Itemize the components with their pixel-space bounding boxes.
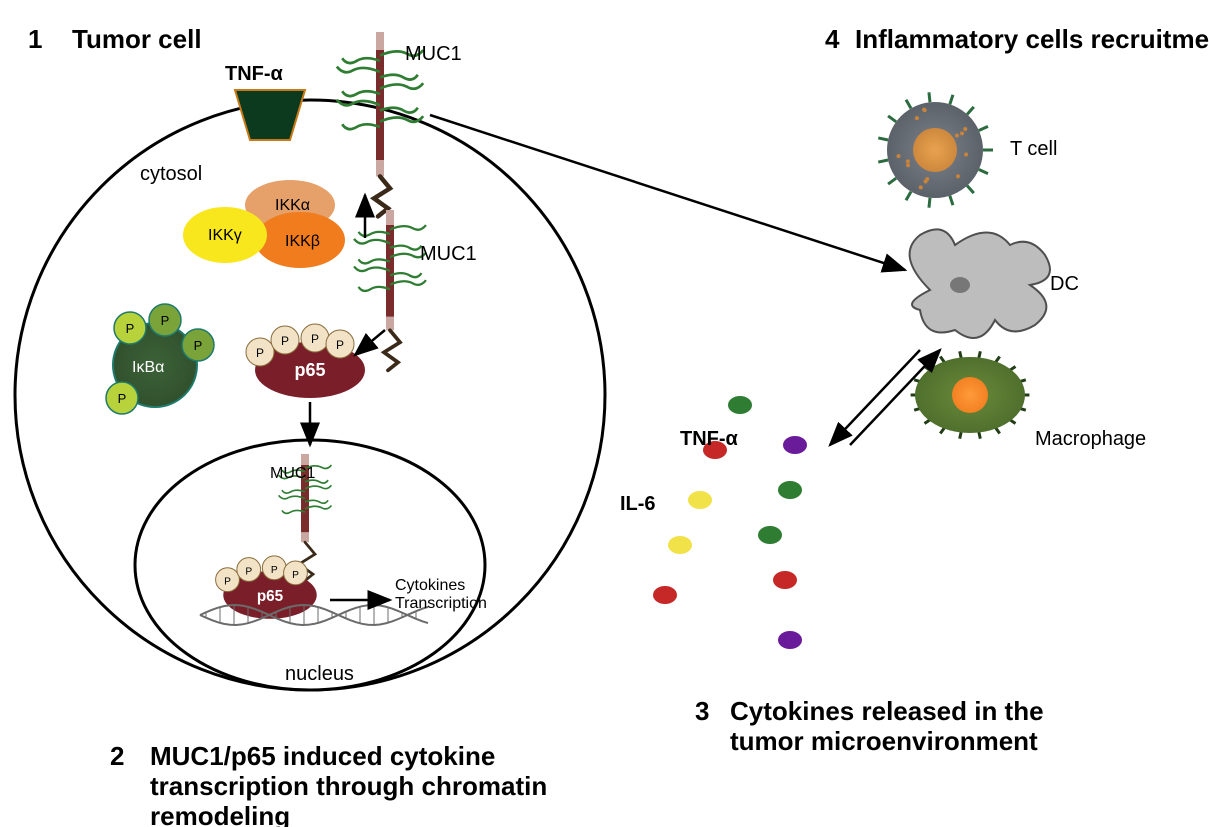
- tnf-alpha-pool-label: TNF-α: [680, 428, 739, 450]
- section-4-num: 4: [825, 24, 840, 54]
- section-3-num: 3: [695, 696, 709, 726]
- dc-icon: [910, 229, 1050, 338]
- muc1-nucleus-label: MUC1: [270, 465, 315, 482]
- section-2-title-l2: transcription through chromatin: [150, 771, 547, 801]
- section-1-num: 1: [28, 24, 42, 54]
- cytokine-dot-8: [773, 571, 797, 589]
- section-1-title: Tumor cell: [72, 24, 202, 54]
- p65-nucleus-p-3-label: P: [292, 570, 299, 581]
- section-4-title: Inflammatory cells recruitment: [855, 24, 1209, 54]
- cells-to-cytokines-arrow: [830, 350, 920, 445]
- p65-nucleus-p-0-label: P: [224, 577, 231, 588]
- p65-cytosol-p-0-label: P: [256, 346, 264, 360]
- cytokine-dot-2: [688, 491, 712, 509]
- muc1-membrane-label: MUC1: [405, 43, 462, 65]
- tcell-icon: [878, 92, 993, 207]
- ikba-p-1-label: P: [126, 321, 135, 336]
- p65-nucleus-label: p65: [257, 588, 284, 605]
- dc-label: DC: [1050, 273, 1079, 295]
- macrophage-label: Macrophage: [1035, 428, 1146, 450]
- tcell-label: T cell: [1010, 138, 1057, 160]
- p65-cytosol-p-3-label: P: [336, 338, 344, 352]
- tnf-alpha-label: TNF-α: [225, 63, 284, 85]
- section-2-title-l1: MUC1/p65 induced cytokine: [150, 741, 495, 771]
- cytokine-dot-5: [783, 436, 807, 454]
- cytokine-dot-6: [778, 481, 802, 499]
- ikk-gamma-label: IKKγ: [208, 227, 242, 244]
- ikk-beta-label: IKKβ: [285, 233, 320, 250]
- cytokine-transcription-l2: Transcription: [395, 595, 487, 612]
- cytokine-transcription-l1: Cytokines: [395, 577, 465, 594]
- ikba-p-2-label: P: [161, 313, 170, 328]
- ikba-label: IκBα: [132, 359, 164, 376]
- cytokine-dot-3: [668, 536, 692, 554]
- cytokine-dot-0: [728, 396, 752, 414]
- p65-cytosol-p-2-label: P: [311, 332, 319, 346]
- cytokine-dot-4: [653, 586, 677, 604]
- macrophage-icon: [911, 351, 1030, 438]
- ikba-p-3-label: P: [194, 338, 203, 353]
- cytosol-label: cytosol: [140, 163, 202, 185]
- ikk-alpha-label: IKKα: [275, 197, 310, 214]
- muc1-cytosol-label: MUC1: [420, 243, 477, 265]
- cytokine-dot-7: [758, 526, 782, 544]
- p65-cytosol-label: p65: [294, 360, 325, 380]
- nucleus-label: nucleus: [285, 663, 354, 685]
- il6-label: IL-6: [620, 493, 656, 515]
- p65-nucleus-p-1-label: P: [245, 567, 252, 578]
- section-3-title-l1: Cytokines released in the: [730, 696, 1044, 726]
- p65-cytosol-p-1-label: P: [281, 334, 289, 348]
- section-3-title-l2: tumor microenvironment: [730, 726, 1038, 756]
- section-2-num: 2: [110, 741, 124, 771]
- section-2-title-l3: remodeling: [150, 801, 290, 827]
- p65-nucleus-p-2-label: P: [271, 565, 278, 576]
- cytokine-dot-9: [778, 631, 802, 649]
- ikba-p-4-label: P: [118, 391, 127, 406]
